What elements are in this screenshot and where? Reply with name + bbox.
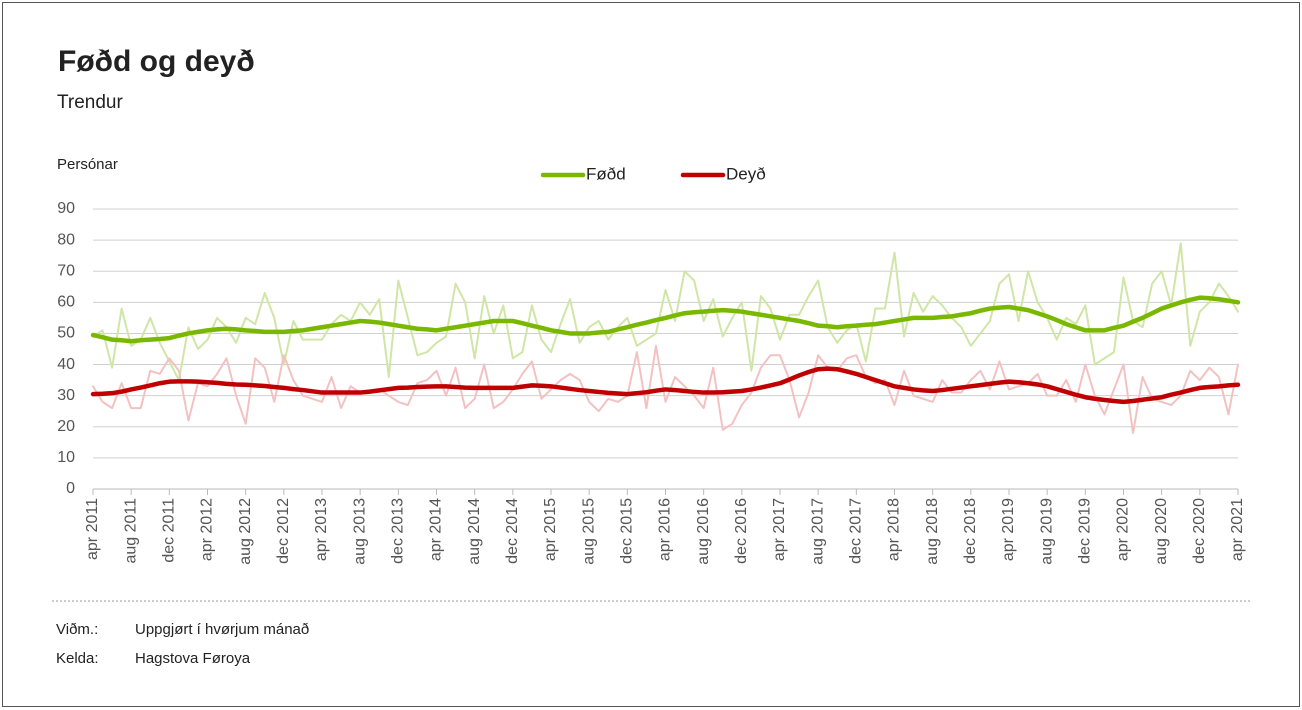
y-tick-label: 80 [57, 231, 75, 248]
x-tick-label: apr 2014 [428, 498, 445, 561]
monthly-line [92, 344, 1239, 434]
x-tick-label: apr 2019 [1000, 498, 1017, 561]
x-tick-label: aug 2016 [695, 498, 712, 565]
monthly-line [92, 242, 1239, 382]
x-tick-label: apr 2012 [199, 498, 216, 561]
note-label: Kelda: [56, 650, 99, 667]
note-text: Hagstova Føroya [135, 650, 251, 667]
x-tick-label: apr 2015 [542, 498, 559, 561]
x-tick-label: dec 2016 [733, 498, 750, 564]
legend-label: Føðd [586, 164, 626, 183]
x-tick-label: apr 2013 [313, 498, 330, 561]
y-tick-label: 60 [57, 294, 75, 311]
x-tick-label: dec 2018 [962, 498, 979, 564]
x-tick-label: apr 2020 [1115, 498, 1132, 561]
note-label: Viðm.: [56, 621, 98, 638]
y-tick-label: 30 [57, 387, 75, 404]
y-tick-label: 50 [57, 325, 75, 342]
x-tick-label: apr 2018 [886, 498, 903, 561]
y-tick-label: 70 [57, 262, 75, 279]
x-tick-label: dec 2012 [275, 498, 292, 564]
y-tick-label: 10 [57, 449, 75, 466]
y-tick-label: 40 [57, 356, 75, 373]
x-tick-label: aug 2019 [1038, 498, 1055, 565]
trend-line [90, 295, 1241, 344]
x-tick-label: aug 2015 [580, 498, 597, 565]
x-tick-label: aug 2013 [351, 498, 368, 565]
x-tick-label: aug 2018 [924, 498, 941, 565]
x-tick-label: dec 2013 [390, 498, 407, 564]
y-tick-label: 0 [66, 480, 75, 497]
x-tick-label: aug 2011 [122, 498, 139, 564]
x-tick-label: aug 2020 [1153, 498, 1170, 565]
y-tick-label: 90 [57, 200, 75, 217]
x-tick-label: apr 2011 [84, 498, 101, 560]
y-tick-label: 20 [57, 418, 75, 435]
x-tick-label: dec 2014 [504, 498, 521, 564]
x-tick-label: aug 2012 [237, 498, 254, 565]
y-axis-label: Persónar [57, 156, 118, 173]
x-tick-label: aug 2017 [809, 498, 826, 565]
x-tick-label: dec 2019 [1077, 498, 1094, 564]
legend-label: Deyð [726, 164, 766, 183]
trend-line [90, 366, 1241, 405]
x-tick-label: apr 2021 [1229, 498, 1246, 561]
x-tick-label: apr 2017 [771, 498, 788, 561]
x-tick-label: aug 2014 [466, 498, 483, 565]
x-tick-label: dec 2020 [1191, 498, 1208, 564]
x-tick-label: dec 2011 [161, 498, 178, 563]
x-tick-label: apr 2016 [657, 498, 674, 561]
x-tick-label: dec 2017 [848, 498, 865, 564]
chart-title: Føðd og deyð [58, 45, 255, 78]
x-tick-label: dec 2015 [619, 498, 636, 564]
note-text: Uppgjørt í hvørjum mánað [135, 621, 309, 638]
chart-subtitle: Trendur [57, 92, 123, 113]
